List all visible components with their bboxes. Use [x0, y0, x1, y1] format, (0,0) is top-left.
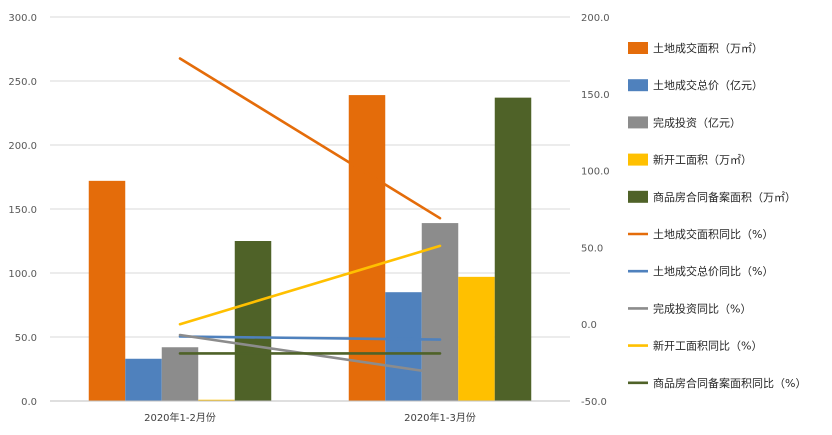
right-axis-tick-label: 100.0	[581, 167, 610, 178]
bar-series-0-cat-0	[88, 180, 126, 401]
left-axis-ticks: 0.0 50.0 100.0 150.0 200.0 250.0 300.0	[8, 13, 37, 408]
legend-swatch-bar	[628, 42, 648, 54]
legend-label: 土地成交面积同比（%）	[653, 227, 773, 241]
bar-series-0-cat-1	[348, 95, 386, 401]
right-axis-tick-label: -50.0	[581, 397, 607, 408]
line-series-group	[178, 57, 442, 375]
category-labels: 2020年1-2月份 2020年1-3月份	[144, 411, 476, 424]
bar-series-2-cat-0	[161, 347, 199, 401]
right-axis-tick-label: 200.0	[581, 13, 610, 24]
legend-label: 土地成交总价（亿元）	[653, 78, 763, 92]
left-axis-tick-label: 100.0	[8, 269, 37, 280]
category-label: 2020年1-3月份	[404, 411, 476, 424]
bar-series-1-cat-1	[385, 292, 422, 401]
legend-label: 完成投资（亿元）	[653, 115, 741, 129]
right-axis-tick-label: 150.0	[581, 90, 610, 101]
legend-label: 土地成交面积（万㎡）	[653, 41, 763, 55]
legend: 土地成交面积（万㎡） 土地成交总价（亿元） 完成投资（亿元） 新开工面积（万㎡） 商品房…	[628, 41, 806, 390]
legend-label: 商品房合同备案面积同比（%）	[653, 376, 806, 390]
left-axis-tick-label: 250.0	[8, 77, 37, 88]
bar-series-3-cat-1	[458, 276, 495, 401]
legend-label: 商品房合同备案面积（万㎡）	[653, 190, 796, 204]
legend-label: 新开工面积同比（%）	[653, 339, 762, 353]
legend-swatch-bar	[628, 116, 648, 129]
left-axis-tick-label: 0.0	[21, 397, 37, 408]
legend-swatch-bar	[628, 153, 648, 166]
legend-label: 新开工面积（万㎡）	[653, 153, 752, 167]
legend-label: 完成投资同比（%）	[653, 301, 751, 315]
right-axis-ticks: -50.0 0.0 50.0 100.0 150.0 200.0	[581, 13, 610, 408]
right-axis-tick-label: 0.0	[581, 320, 597, 331]
legend-label: 土地成交总价同比（%）	[653, 264, 773, 278]
line-series-1	[178, 335, 442, 341]
right-axis-tick-label: 50.0	[581, 243, 603, 254]
line-series-0	[178, 57, 442, 220]
category-label: 2020年1-2月份	[144, 411, 216, 424]
bar-series-1-cat-0	[125, 358, 162, 401]
bar-series-3-cat-0	[198, 399, 235, 401]
left-axis-tick-label: 150.0	[8, 205, 37, 216]
line-series-3	[178, 244, 442, 326]
left-axis-tick-label: 300.0	[8, 13, 37, 24]
legend-swatch-bar	[628, 79, 648, 92]
bar-series-4-cat-0	[234, 241, 272, 401]
bar-series-4-cat-1	[494, 97, 532, 401]
left-axis-tick-label: 50.0	[15, 333, 37, 344]
legend-swatch-bar	[628, 190, 648, 203]
left-axis-tick-label: 200.0	[8, 141, 37, 152]
